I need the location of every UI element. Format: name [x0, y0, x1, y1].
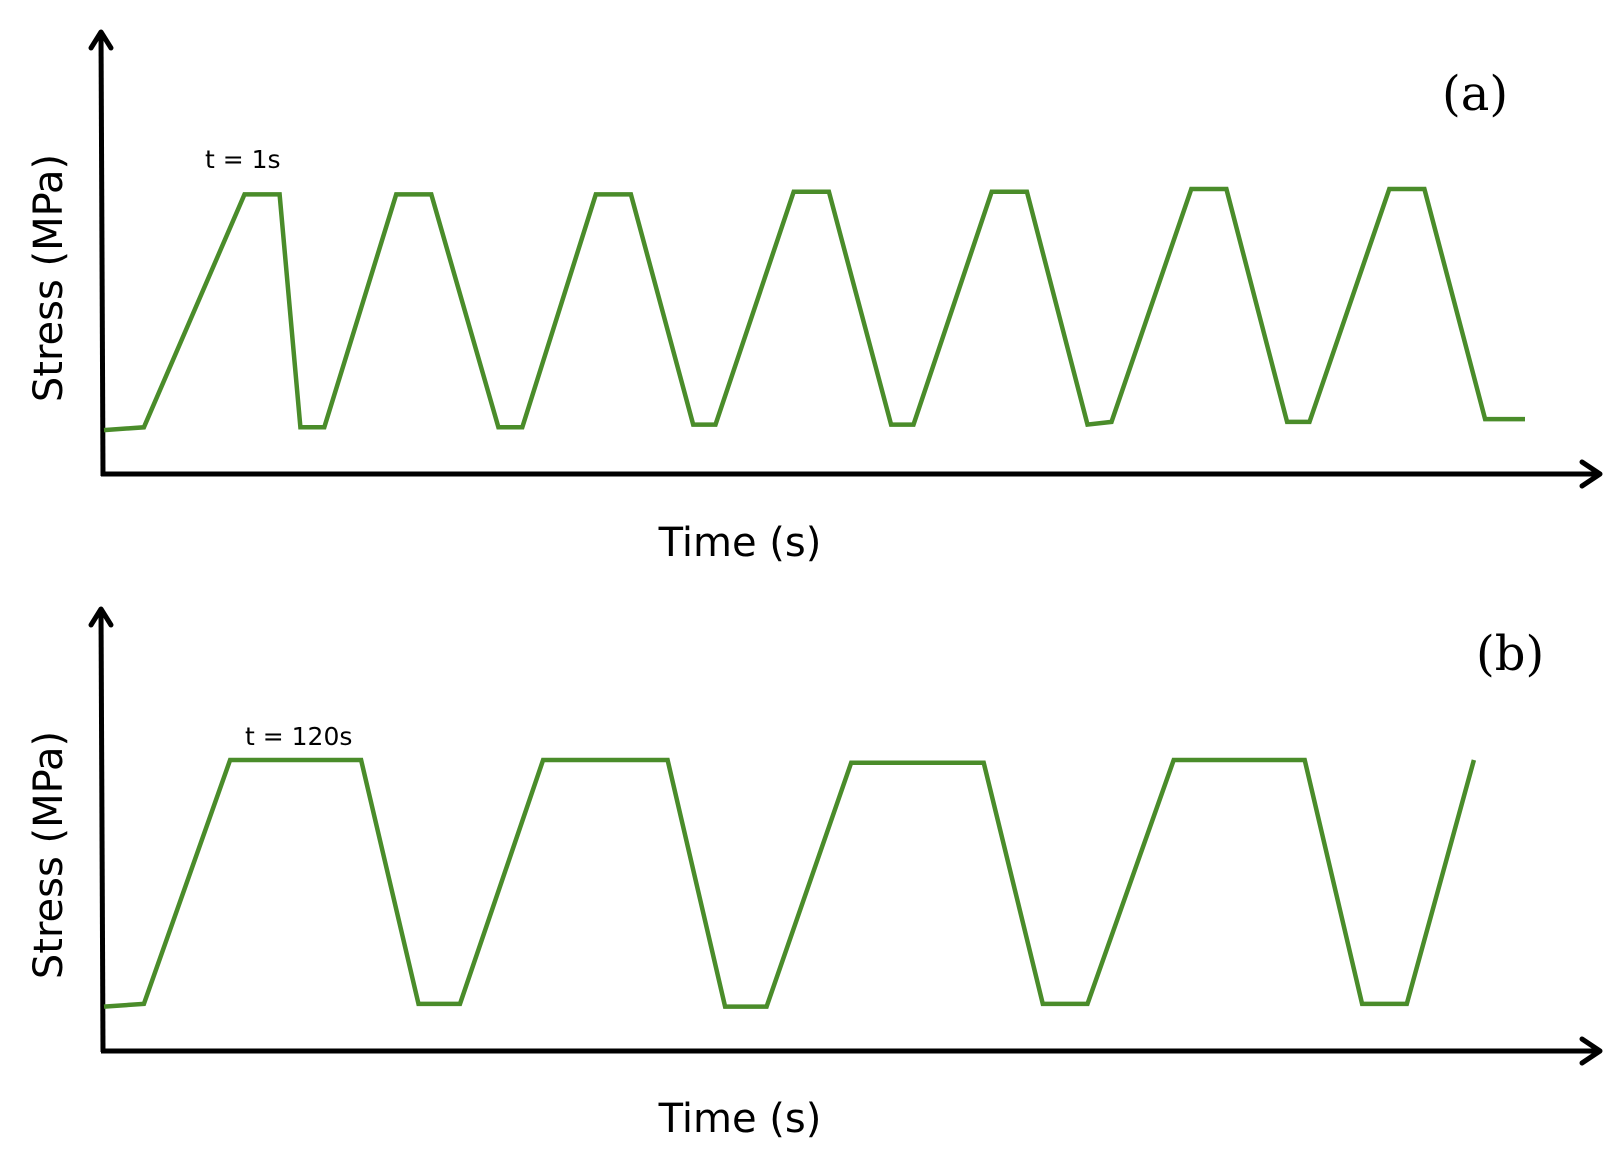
- panel-b-annotation: t = 120s: [245, 722, 352, 751]
- panel-b-y-axis-title: Stress (MPa): [26, 731, 72, 979]
- panel-a-y-axis-arrow: [88, 29, 114, 51]
- panel-a: (a) t = 1s Time (s) Stress (MPa): [26, 29, 1603, 566]
- panel-b-x-axis-arrow: [1579, 1036, 1603, 1066]
- panel-a-y-axis: [98, 31, 106, 477]
- panel-b-y-axis: [98, 608, 106, 1053]
- panel-b-stress-series: [103, 757, 1477, 1009]
- panel-a-annotation: t = 1s: [205, 145, 281, 174]
- panel-a-x-axis-title: Time (s): [658, 520, 822, 566]
- panel-a-stress-series: [103, 186, 1525, 433]
- panel-a-x-axis-arrow: [1579, 459, 1603, 489]
- panel-b-y-axis-arrow: [88, 606, 114, 628]
- panel-a-y-axis-title: Stress (MPa): [26, 154, 72, 402]
- panel-a-label: (a): [1442, 66, 1508, 122]
- panel-b-x-axis-title: Time (s): [658, 1096, 822, 1142]
- panel-b: (b) t = 120s Time (s) Stress (MPa): [26, 606, 1603, 1142]
- panel-b-label: (b): [1476, 626, 1544, 682]
